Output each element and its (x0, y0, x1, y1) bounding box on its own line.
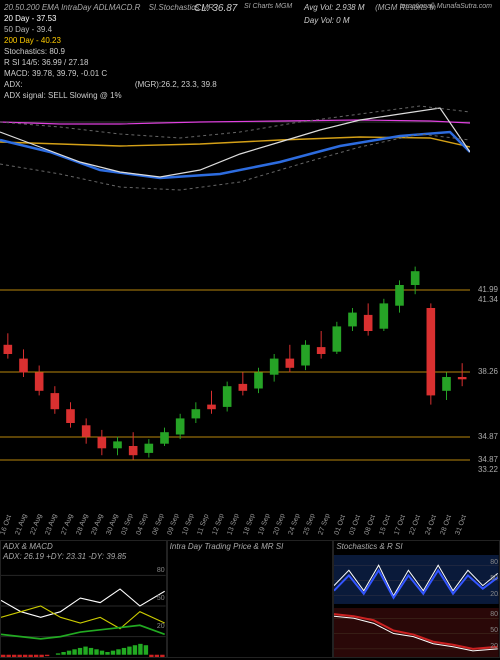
avg-vol: Avg Vol: 2.938 M (304, 3, 364, 12)
ma50-label: 50 Day - 39.4 (4, 24, 496, 35)
chart-header: 20.50.200 EMA IntraDay ADLMACD.R SI.Stoc… (4, 2, 496, 92)
date-axis: 16 Oct21 Aug22 Aug23 Aug27 Aug28 Aug29 A… (0, 494, 470, 536)
mini-panel-intraday: Intra Day Trading Price & MR SI (167, 540, 334, 658)
ma-lines (0, 92, 470, 222)
mini3-plot (334, 555, 499, 657)
mini2-title: Intra Day Trading Price & MR SI (168, 541, 333, 552)
mgr-label: (MGR):26.2, 23.3, 39.8 (135, 80, 217, 89)
mini3-title: Stochastics & R SI (334, 541, 499, 552)
day-vol: Day Vol: 0 M (304, 16, 350, 25)
mini1-title: ADX & MACD (1, 541, 166, 552)
stoch-label: Stochastics: 80.9 (4, 46, 496, 57)
mini3-yscale: 805020805020 (484, 555, 498, 657)
mini-panel-adx-macd: ADX & MACD ADX: 26.19 +DY: 23.31 -DY: 39… (0, 540, 167, 658)
ma200-label: 200 Day - 40.23 (4, 35, 496, 46)
hdr-top-left: 20.50.200 EMA IntraDay ADLMACD.R (4, 3, 140, 12)
mini-panel-stoch-rsi: Stochastics & R SI 805020805020 (333, 540, 500, 658)
indicator-overlay-panel (0, 92, 470, 222)
adx-label: ADX: (4, 80, 23, 89)
adx-signal: ADX signal: SELL Slowing @ 1% (4, 90, 496, 101)
rsi-label: R SI 14/5: 36.99 / 27.18 (4, 57, 496, 68)
bottom-panel-row: ADX & MACD ADX: 26.19 +DY: 23.31 -DY: 39… (0, 540, 500, 658)
candlesticks (0, 262, 470, 492)
price-scale-right: 41.9941.3438.2634.8734.8733.22 (470, 262, 500, 492)
ma20-label: 20 Day - 37.53 (4, 13, 496, 24)
macd-label: MACD: 39.78, 39.79, -0.01 C (4, 68, 496, 79)
mini1-plot (1, 555, 166, 657)
mid-tag2: SI Charts MGM (244, 3, 292, 10)
site-credit: ternational) MunafaSutra.com (400, 3, 492, 10)
mini1-yscale: 805020 (151, 555, 165, 657)
close-label: CL: 36.87 (194, 3, 237, 14)
candlestick-panel (0, 262, 470, 492)
